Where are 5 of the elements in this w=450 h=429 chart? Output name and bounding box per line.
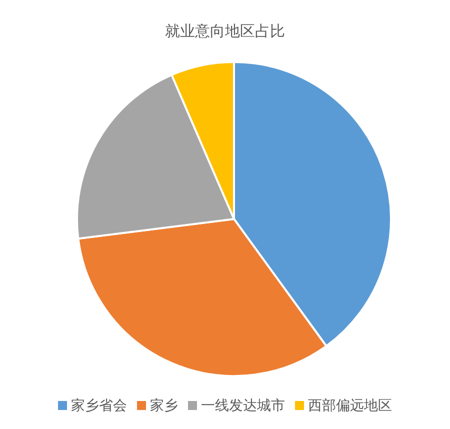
- legend-label: 一线发达城市: [201, 397, 285, 413]
- legend-label: 西部偏远地区: [308, 397, 392, 413]
- chart-title: 就业意向地区占比: [165, 23, 285, 40]
- legend-label: 家乡: [150, 397, 178, 413]
- legend-label: 家乡省会: [71, 397, 127, 413]
